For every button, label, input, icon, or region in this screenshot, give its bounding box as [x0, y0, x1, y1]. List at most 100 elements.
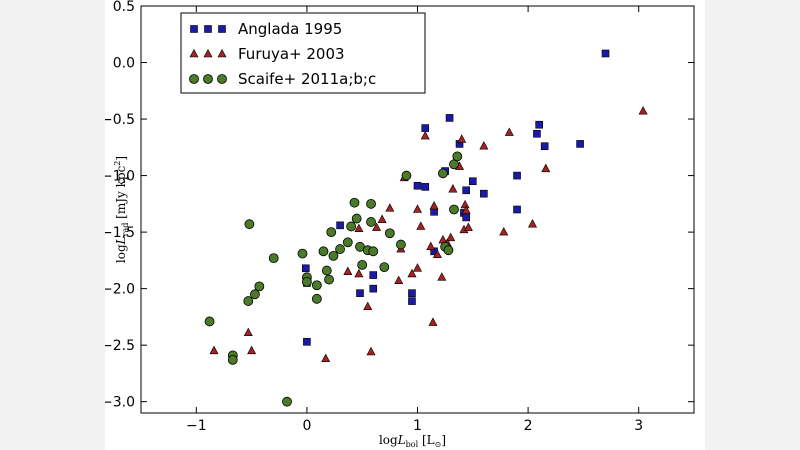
data-point-series-2: [321, 265, 332, 276]
data-point-series-2: [268, 253, 279, 264]
data-point-series-2: [311, 293, 322, 304]
data-point-series-1: [446, 232, 456, 242]
data-point-series-1: [541, 163, 551, 173]
data-point-series-1: [247, 345, 257, 355]
y-tick-label: −2.0: [105, 282, 135, 298]
data-point-series-1: [354, 223, 364, 233]
data-point-series-0: [601, 49, 610, 58]
data-point-series-1: [479, 141, 489, 150]
data-point-series-1: [354, 268, 364, 278]
data-point-series-0: [533, 129, 541, 138]
data-point-series-1: [429, 200, 439, 210]
data-point-series-1: [413, 204, 422, 213]
figure-canvas: −1 0 1 2 3 0.5 0.0 −0.5 −1.0 −1.5 −2.0 −2.5 −3.0 logL…: [105, 0, 705, 450]
data-point-series-2: [401, 170, 412, 181]
data-point-series-1: [385, 203, 395, 212]
data-point-series-2: [357, 259, 368, 270]
data-point-series-0: [421, 124, 430, 132]
legend-marker: [217, 74, 227, 84]
data-point-series-0: [301, 264, 310, 273]
data-point-series-0: [462, 213, 470, 222]
y-tick-label: −3.0: [105, 395, 135, 411]
data-point-series-2: [297, 248, 308, 259]
data-point-series-0: [462, 186, 470, 195]
data-point-series-0: [576, 140, 584, 148]
data-point-series-0: [369, 271, 378, 279]
data-point-series-0: [535, 120, 543, 129]
data-point-series-1: [457, 134, 467, 143]
scatter-chart: −1 0 1 2 3 0.5 0.0 −0.5 −1.0 −1.5 −2.0 −2.5 −3.0 logL…: [105, 0, 695, 449]
data-point-series-2: [254, 281, 265, 292]
data-point-series-1: [437, 272, 447, 281]
legend-marker: [203, 74, 213, 84]
legend-marker: [190, 25, 198, 33]
data-point-series-1: [416, 221, 426, 230]
data-point-series-2: [326, 227, 337, 238]
y-tick-label: −0.5: [105, 112, 135, 128]
data-point-series-2: [318, 246, 329, 257]
data-point-series-2: [449, 204, 459, 215]
data-point-series-0: [336, 221, 344, 230]
data-point-series-1: [394, 275, 404, 285]
data-point-series-2: [366, 217, 376, 227]
y-tick-label: −1.0: [105, 169, 135, 185]
data-point-series-2: [342, 237, 353, 248]
legend-marker: [189, 48, 199, 58]
data-point-series-2: [379, 262, 390, 273]
data-point-series-1: [461, 205, 471, 214]
x-tick-label: 1: [413, 418, 422, 434]
data-point-series-0: [303, 337, 311, 346]
data-point-series-1: [638, 106, 648, 115]
data-point-series-0: [413, 181, 422, 190]
data-point-series-0: [421, 183, 430, 191]
data-point-series-1: [366, 346, 376, 356]
legend-marker: [203, 48, 213, 58]
data-point-series-0: [356, 289, 364, 297]
data-point-series-2: [443, 245, 454, 256]
data-point-series-2: [452, 151, 463, 162]
x-tick-label: 0: [302, 418, 311, 434]
data-point-series-2: [396, 239, 406, 250]
x-tick-label: −1: [186, 418, 207, 434]
data-point-series-2: [438, 168, 448, 179]
data-point-series-1: [372, 222, 382, 231]
data-point-series-2: [349, 197, 360, 208]
data-point-series-2: [351, 213, 362, 224]
data-point-series-0: [408, 289, 416, 297]
data-point-series-2: [311, 280, 322, 291]
data-point-series-2: [384, 228, 395, 239]
data-point-series-2: [366, 198, 376, 209]
y-axis-label: logLrad [mJy kpc2]: [113, 156, 130, 263]
data-point-series-2: [282, 396, 292, 407]
data-point-series-1: [463, 222, 473, 231]
data-point-series-2: [227, 354, 238, 365]
data-point-series-1: [321, 353, 331, 363]
legend-marker: [204, 25, 212, 33]
data-point-series-2: [250, 289, 260, 300]
data-point-series-0: [513, 205, 521, 214]
data-point-series-1: [343, 266, 353, 275]
x-tick-label: 2: [524, 418, 533, 434]
data-point-series-1: [432, 249, 442, 259]
data-point-series-2: [328, 250, 339, 261]
legend-label: Furuya+ 2003: [238, 45, 345, 63]
y-tick-label: −1.5: [105, 225, 135, 241]
data-point-series-2: [324, 274, 334, 285]
data-point-series-2: [204, 316, 215, 327]
data-point-series-0: [480, 189, 488, 198]
data-point-series-1: [426, 241, 436, 251]
data-point-series-0: [513, 171, 521, 180]
data-point-series-1: [528, 219, 538, 228]
y-tick-label: 0.5: [113, 0, 135, 15]
data-point-series-0: [408, 297, 416, 305]
data-point-series-1: [504, 127, 514, 136]
data-point-series-1: [420, 130, 430, 140]
data-point-series-1: [377, 214, 387, 223]
data-point-series-1: [428, 317, 438, 326]
data-point-series-1: [363, 301, 373, 311]
legend-label: Anglada 1995: [238, 20, 342, 38]
data-point-series-0: [369, 284, 378, 293]
data-point-series-1: [407, 268, 417, 278]
y-tick-label: 0.0: [113, 56, 135, 72]
data-point-series-2: [368, 246, 379, 257]
